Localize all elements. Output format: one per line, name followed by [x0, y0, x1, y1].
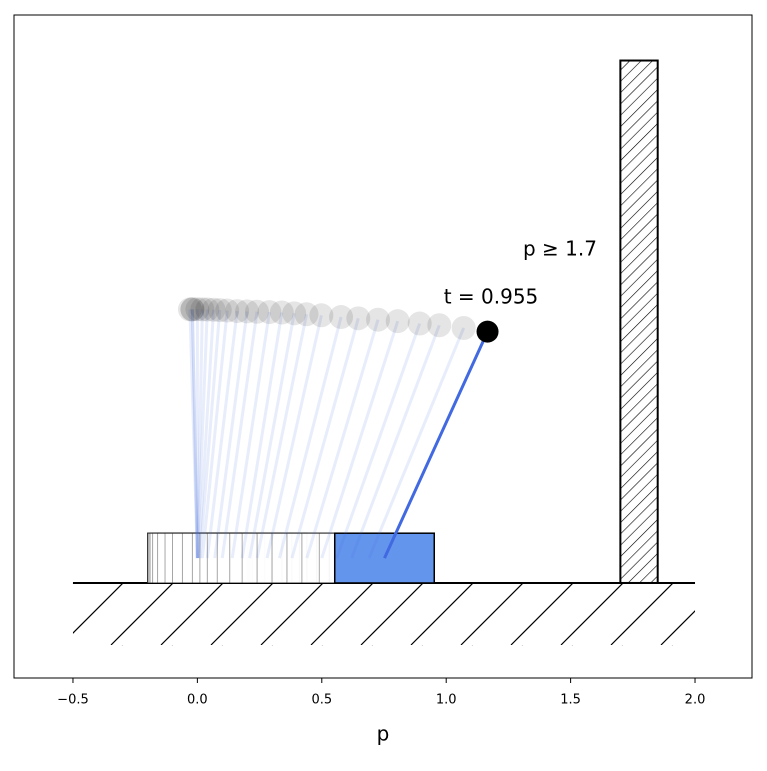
pole-tip-ghost	[257, 300, 282, 325]
pole-tip-ghost	[385, 309, 410, 334]
cart-ghost	[206, 532, 308, 584]
pole-ghost	[230, 311, 271, 559]
pole-ghost	[195, 309, 209, 559]
pole-tip-ghost	[185, 297, 210, 322]
pole-tip-ghost	[235, 299, 260, 324]
pole-tip-ghost	[177, 297, 202, 322]
pole-ghost	[240, 312, 284, 559]
pole-tip-ghost	[407, 311, 432, 336]
pole-tip-ghost	[294, 302, 319, 327]
pole-tip-ghost	[282, 301, 307, 326]
cart-ghost	[147, 532, 248, 584]
wall	[619, 59, 659, 584]
pole-tip-ghost	[215, 298, 240, 323]
plot-frame	[13, 14, 753, 679]
pole-ghost	[197, 309, 216, 559]
cart-ghost	[181, 532, 283, 584]
cart-ghost	[241, 532, 343, 584]
cart-ghost	[164, 532, 266, 584]
pole-tip-ghost	[195, 297, 220, 322]
pole-tip-ghost	[427, 313, 452, 338]
pole-ghost	[205, 310, 239, 559]
cart-ghost	[229, 532, 330, 584]
pole-ghost	[190, 309, 199, 559]
pole-tip-ghost	[180, 297, 205, 322]
x-tick-label: 1.0	[436, 693, 457, 708]
cart-ghost	[149, 532, 251, 584]
cart-ghost	[148, 532, 249, 584]
pole-tip-ghost	[180, 297, 205, 322]
plot-area	[72, 59, 696, 646]
pole-ghost	[320, 320, 400, 559]
cart-ghost	[147, 532, 248, 584]
pole-ghost	[265, 314, 323, 559]
pole-ghost	[200, 310, 229, 559]
pole-tip-ghost	[201, 297, 226, 322]
x-tick-label: −0.5	[57, 693, 89, 708]
pole-tip-ghost	[329, 305, 354, 330]
cart-ghost	[191, 532, 293, 584]
pole-tip-ghost	[309, 303, 334, 328]
pole-ghost	[350, 324, 441, 559]
cart-ghost	[147, 532, 248, 584]
pole-tip-ghost	[225, 299, 250, 324]
cart-ghost	[147, 532, 248, 584]
cart-ghost	[171, 532, 273, 584]
pole-tip-ghost	[244, 299, 269, 324]
cart-ghost	[157, 532, 258, 584]
x-tick-label: 1.5	[560, 693, 581, 708]
cart-ghost	[147, 532, 248, 584]
pole-ghost	[255, 313, 309, 559]
x-tick-label: 2.0	[685, 693, 706, 708]
pole-tip-ghost	[207, 298, 232, 323]
cart-ghost	[147, 532, 248, 584]
pole-ghost	[305, 319, 380, 559]
pole-ghost	[278, 316, 343, 559]
pole-tip-ghost	[451, 315, 476, 340]
pole	[383, 331, 489, 559]
pole-ghost	[198, 309, 222, 559]
cart-ghost	[199, 532, 300, 584]
x-tick-label: 0.5	[311, 693, 332, 708]
pole-ghost	[213, 311, 249, 559]
cart	[333, 532, 436, 584]
pole-ghost	[248, 313, 296, 559]
pole-ghost	[290, 317, 360, 559]
pole-ghost	[367, 327, 466, 559]
pole-ghost	[335, 323, 422, 559]
pole-tip	[476, 320, 499, 343]
pole-tip-ghost	[190, 297, 215, 322]
x-axis-label: p	[377, 722, 390, 746]
x-tick-label: 0.0	[187, 693, 208, 708]
pole-ghost	[188, 309, 199, 559]
cart-ghost	[152, 532, 253, 584]
pole-tip-ghost	[366, 307, 391, 332]
pole-ghost	[190, 309, 199, 559]
pole-ghost	[195, 309, 204, 559]
ground-hatch	[72, 582, 696, 646]
cart-ghost	[216, 532, 318, 584]
pole-tip-ghost	[346, 306, 371, 331]
pole-ghost	[220, 311, 259, 559]
pole-tip-ghost	[269, 300, 294, 325]
annotation: t = 0.955	[444, 285, 539, 309]
annotation: p ≥ 1.7	[523, 237, 597, 261]
